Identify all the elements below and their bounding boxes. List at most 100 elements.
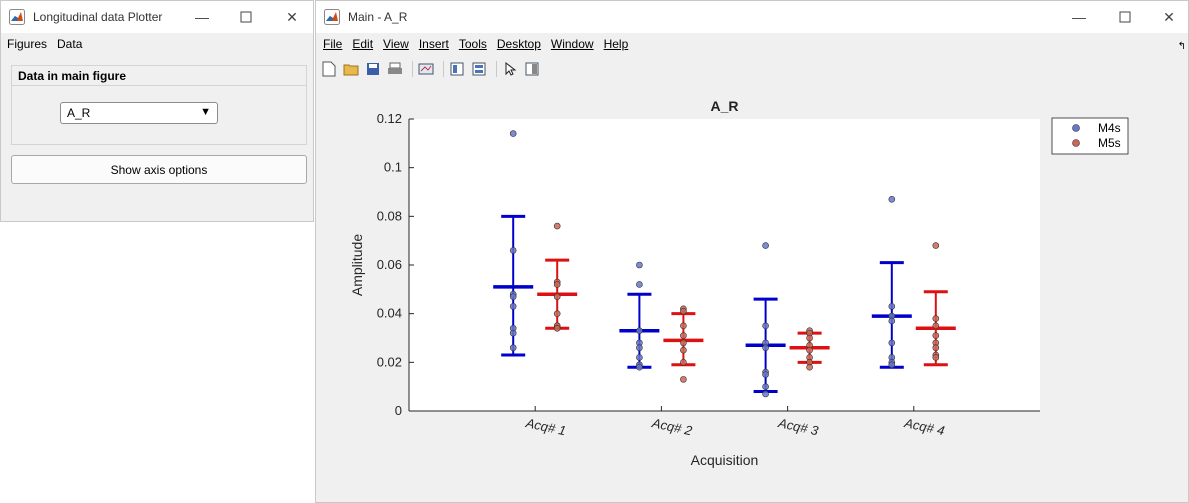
menu-help-label: Help xyxy=(603,37,629,51)
dock-icon[interactable] xyxy=(523,60,541,78)
y-tick-label: 0.04 xyxy=(377,306,402,321)
menu-data[interactable]: Data xyxy=(57,37,83,51)
plotter-window-title: Longitudinal data Plotter xyxy=(33,10,163,24)
figure-area: 0 0.02 0.04 0.06 0.08 0.1 0.12 Acq# 1 Acq# 2 Acq#… xyxy=(316,81,1188,502)
hide-plot-tools-icon[interactable] xyxy=(448,60,466,78)
menu-desktop[interactable]: Desktop xyxy=(497,37,541,51)
plotter-titlebar[interactable]: Longitudinal data Plotter — ✕ xyxy=(1,1,313,33)
data-point[interactable] xyxy=(509,293,517,300)
data-point[interactable] xyxy=(806,363,813,371)
menu-edit-label: Edit xyxy=(352,37,374,51)
data-point[interactable] xyxy=(509,329,517,337)
data-point[interactable] xyxy=(762,383,769,390)
data-point[interactable] xyxy=(888,303,896,310)
main-titlebar[interactable]: Main - A_R — ✕ xyxy=(316,1,1188,33)
data-point[interactable] xyxy=(680,376,687,383)
minimize-icon[interactable]: — xyxy=(195,9,209,25)
data-point[interactable] xyxy=(932,322,940,330)
data-point[interactable] xyxy=(762,344,769,352)
data-point[interactable] xyxy=(636,344,643,352)
data-point[interactable] xyxy=(636,261,643,269)
y-tick-label: 0 xyxy=(395,403,402,418)
data-point[interactable] xyxy=(680,307,687,315)
menu-insert[interactable]: Insert xyxy=(419,37,449,51)
close-icon[interactable]: ✕ xyxy=(286,8,298,25)
save-icon[interactable] xyxy=(364,60,382,78)
data-point[interactable] xyxy=(636,327,643,334)
data-point[interactable] xyxy=(888,317,896,325)
menu-file[interactable]: File xyxy=(323,37,342,51)
data-point[interactable] xyxy=(680,346,687,354)
dropdown-value: A_R xyxy=(67,106,91,120)
axes-background[interactable] xyxy=(409,119,1040,411)
data-dropdown[interactable]: A_R ▼ xyxy=(60,102,218,124)
data-point[interactable] xyxy=(680,322,687,330)
menu-insert-label: Insert xyxy=(418,37,449,51)
menu-window-label: Window xyxy=(550,37,594,51)
maximize-icon[interactable] xyxy=(1102,1,1148,33)
data-point[interactable] xyxy=(932,354,940,361)
plotter-window: Longitudinal data Plotter — ✕ Figures Da… xyxy=(0,0,314,222)
data-point[interactable] xyxy=(762,371,769,378)
data-point[interactable] xyxy=(762,242,769,249)
plot-svg[interactable]: 0 0.02 0.04 0.06 0.08 0.1 0.12 Acq# 1 Acq# 2 Acq#… xyxy=(316,81,1188,502)
menu-window[interactable]: Window xyxy=(551,37,594,51)
show-axis-options-button[interactable]: Show axis options xyxy=(11,155,307,184)
x-axis-label: Acquisition xyxy=(691,452,759,468)
data-point[interactable] xyxy=(680,359,687,366)
data-point[interactable] xyxy=(553,293,561,300)
minimize-icon[interactable]: — xyxy=(1072,9,1086,25)
data-point[interactable] xyxy=(888,361,896,369)
main-toolbar xyxy=(316,56,1188,82)
data-point[interactable] xyxy=(509,344,517,352)
data-point[interactable] xyxy=(553,324,561,332)
print-icon[interactable] xyxy=(386,60,404,78)
data-point[interactable] xyxy=(762,322,769,330)
legend-box[interactable] xyxy=(1051,117,1129,155)
data-point[interactable] xyxy=(636,363,643,371)
link-plot-icon[interactable] xyxy=(417,60,435,78)
new-file-icon[interactable] xyxy=(320,60,338,78)
data-point[interactable] xyxy=(680,332,687,339)
data-point[interactable] xyxy=(509,247,517,254)
menu-figures[interactable]: Figures xyxy=(7,37,48,51)
close-icon[interactable]: ✕ xyxy=(1163,8,1175,25)
data-point[interactable] xyxy=(932,242,940,249)
data-point[interactable] xyxy=(636,354,643,361)
data-point[interactable] xyxy=(553,222,561,230)
data-point[interactable] xyxy=(932,344,940,352)
menu-view[interactable]: View xyxy=(383,37,409,51)
data-point[interactable] xyxy=(888,339,896,347)
legend-label: M4s xyxy=(1098,121,1121,135)
data-point[interactable] xyxy=(553,310,561,317)
toolbar-separator xyxy=(443,60,444,77)
legend-marker xyxy=(1072,139,1080,147)
data-point[interactable] xyxy=(806,346,813,354)
toolbar-overflow-icon[interactable]: ↰ xyxy=(1177,41,1186,52)
pointer-icon[interactable] xyxy=(501,60,519,78)
data-point[interactable] xyxy=(888,196,896,203)
maximize-icon[interactable] xyxy=(223,1,269,33)
data-point[interactable] xyxy=(636,281,643,288)
data-point[interactable] xyxy=(680,339,687,347)
menu-file-label: File xyxy=(323,37,343,51)
chart-title: A_R xyxy=(710,98,738,114)
show-plot-tools-icon[interactable] xyxy=(470,60,488,78)
data-point[interactable] xyxy=(509,303,517,310)
x-tick-label: Acq# 3 xyxy=(776,415,820,438)
menu-help[interactable]: Help xyxy=(604,37,629,51)
data-point[interactable] xyxy=(806,334,813,342)
plotter-menubar: Figures Data xyxy=(1,33,313,55)
x-tick-label: Acq# 4 xyxy=(902,415,946,438)
menu-edit[interactable]: Edit xyxy=(352,37,373,51)
matlab-icon xyxy=(9,9,25,25)
y-tick-label: 0.12 xyxy=(377,111,402,126)
data-point[interactable] xyxy=(932,332,940,339)
data-point[interactable] xyxy=(509,130,517,137)
menu-tools[interactable]: Tools xyxy=(459,37,487,51)
data-point[interactable] xyxy=(762,390,769,398)
open-folder-icon[interactable] xyxy=(342,60,360,78)
data-point[interactable] xyxy=(932,315,940,322)
data-point[interactable] xyxy=(553,281,561,288)
y-tick-label: 0.08 xyxy=(377,208,402,223)
